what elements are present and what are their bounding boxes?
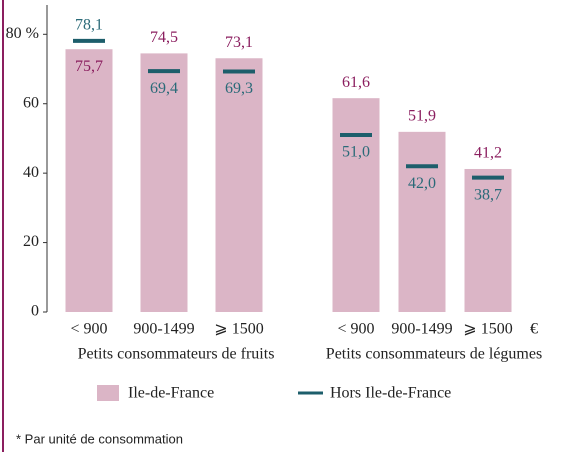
bar <box>65 49 113 313</box>
x-tick-label: < 900 <box>70 321 107 338</box>
x-tick-label: 900-1499 <box>391 321 452 338</box>
bar <box>332 98 380 313</box>
y-tick-label: 40 <box>23 164 39 181</box>
legend-label: Ile-de-France <box>128 385 214 402</box>
x-unit: € <box>530 321 538 338</box>
bar-value-label: 75,7 <box>75 58 103 75</box>
bar <box>215 58 263 312</box>
bar-value-label: 51,9 <box>408 108 436 125</box>
bar <box>464 168 512 312</box>
x-tick-label: 900-1499 <box>133 321 194 338</box>
bar-value-label: 41,2 <box>474 145 502 162</box>
marker-value-label: 38,7 <box>474 186 502 203</box>
marker-value-label: 69,3 <box>225 80 253 97</box>
y-tick-label: 80 % <box>6 25 39 42</box>
bar-value-label: 73,1 <box>225 34 253 51</box>
y-tick-label: 20 <box>23 233 39 250</box>
group-label: Petits consommateurs de fruits <box>78 346 275 363</box>
y-tick-label: 60 <box>23 94 39 111</box>
marker-value-label: 42,0 <box>408 175 436 192</box>
bar-value-label: 74,5 <box>150 29 178 46</box>
marker-value-label: 78,1 <box>75 17 103 34</box>
bar-value-label: 61,6 <box>342 74 370 91</box>
left-border <box>2 0 4 452</box>
x-tick-label: ⩾ 1500 <box>214 321 263 338</box>
legend-label: Hors Ile-de-France <box>330 385 451 402</box>
legend-swatch <box>97 385 119 401</box>
marker-value-label: 69,4 <box>150 80 178 97</box>
bar <box>140 53 188 312</box>
x-tick-label: < 900 <box>337 321 374 338</box>
group-label: Petits consommateurs de légumes <box>326 346 542 363</box>
bar <box>398 131 446 312</box>
marker-value-label: 51,0 <box>342 144 370 161</box>
y-tick-label: 0 <box>31 303 39 320</box>
footnote: * Par unité de consommation <box>16 431 183 446</box>
x-tick-label: ⩾ 1500 <box>463 321 512 338</box>
